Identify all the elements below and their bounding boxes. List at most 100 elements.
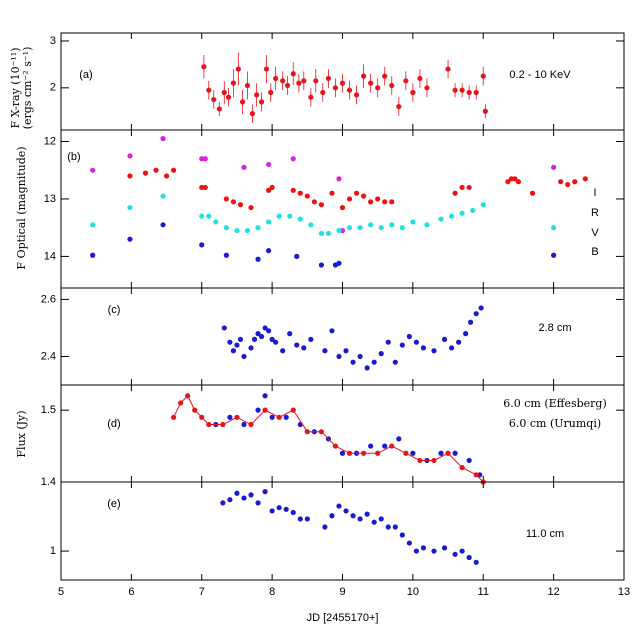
data-point	[480, 202, 486, 208]
data-point	[248, 345, 254, 351]
data-point	[346, 87, 353, 93]
data-point	[249, 110, 256, 117]
data-point	[406, 540, 412, 546]
data-point	[313, 78, 319, 84]
data-point	[466, 89, 472, 96]
x-tick-label: 13	[618, 586, 630, 598]
data-point	[329, 190, 335, 196]
data-point	[582, 176, 588, 182]
x-tick-label: 11	[478, 586, 489, 598]
y-tick-label: 14	[44, 250, 56, 262]
data-point	[350, 359, 356, 365]
panel-label: (d)	[107, 418, 120, 430]
data-point	[235, 66, 241, 72]
data-point	[480, 73, 486, 79]
data-point	[283, 414, 289, 420]
data-point	[142, 170, 149, 176]
data-point	[227, 339, 233, 345]
data-point	[280, 348, 286, 354]
data-point	[241, 495, 247, 501]
data-point	[308, 94, 314, 100]
data-point	[512, 176, 518, 182]
data-point	[424, 85, 430, 91]
data-point	[368, 222, 374, 228]
data-point	[420, 545, 427, 551]
data-point	[350, 513, 356, 519]
data-point	[361, 73, 367, 79]
y-axis-label: F X-ray (10⁻¹¹)	[9, 47, 22, 128]
data-point	[431, 457, 437, 464]
data-point	[389, 222, 395, 228]
data-point	[438, 216, 444, 222]
data-point	[127, 173, 133, 179]
data-point	[389, 443, 395, 449]
data-point	[456, 339, 462, 345]
data-point	[90, 222, 96, 228]
data-point	[202, 156, 208, 162]
data-point	[234, 414, 240, 420]
data-point	[276, 213, 282, 219]
legend-entry: 6.0 cm (Urumqi)	[509, 417, 601, 430]
data-point	[558, 179, 564, 185]
data-point	[220, 500, 226, 506]
data-point	[266, 219, 272, 225]
data-point	[385, 339, 391, 345]
data-point	[199, 414, 205, 420]
data-point	[529, 190, 536, 196]
data-point	[258, 99, 265, 105]
data-point	[266, 248, 272, 254]
data-point	[262, 407, 268, 413]
data-point	[357, 516, 363, 522]
data-point	[290, 156, 296, 162]
data-point	[255, 500, 261, 506]
data-point	[406, 333, 412, 340]
data-point	[389, 82, 395, 89]
data-point	[296, 80, 302, 86]
data-point	[382, 199, 388, 205]
data-point	[551, 164, 557, 170]
data-point	[410, 89, 416, 96]
data-point	[248, 421, 254, 428]
data-point	[410, 219, 416, 225]
data-point	[221, 89, 227, 96]
data-point	[230, 348, 237, 354]
y-axis-label: F Optical (magnitude)	[15, 146, 28, 269]
data-point	[452, 87, 458, 93]
data-point	[452, 190, 458, 196]
data-point	[438, 450, 444, 456]
data-point	[223, 196, 229, 202]
data-point	[255, 225, 261, 231]
data-point	[199, 213, 205, 219]
data-point	[297, 190, 303, 196]
x-tick-label: 10	[407, 586, 419, 598]
data-point	[206, 213, 212, 219]
data-point	[290, 509, 296, 516]
data-point	[304, 429, 310, 435]
data-point	[339, 80, 346, 86]
data-point	[90, 167, 96, 173]
data-point	[368, 80, 374, 86]
panel-frame	[60, 287, 625, 386]
data-point	[290, 407, 296, 413]
data-point	[505, 179, 511, 185]
data-point	[283, 506, 289, 512]
data-point	[287, 213, 293, 219]
data-point	[357, 225, 363, 231]
data-point	[413, 548, 419, 554]
y-axis-label: Flux (Jy)	[15, 410, 28, 457]
data-point	[399, 532, 405, 538]
data-point	[459, 465, 465, 471]
data-point	[276, 414, 282, 420]
data-point	[467, 319, 474, 325]
data-point	[269, 414, 275, 420]
data-point	[308, 222, 314, 228]
data-point	[368, 443, 374, 449]
legend-entry: B	[591, 246, 598, 258]
data-point	[171, 414, 177, 420]
data-point	[234, 490, 240, 496]
data-point	[336, 503, 342, 509]
panel-label: (e)	[107, 498, 120, 510]
x-tick-label: 12	[548, 586, 560, 598]
data-point	[417, 457, 423, 464]
data-point	[364, 365, 370, 371]
